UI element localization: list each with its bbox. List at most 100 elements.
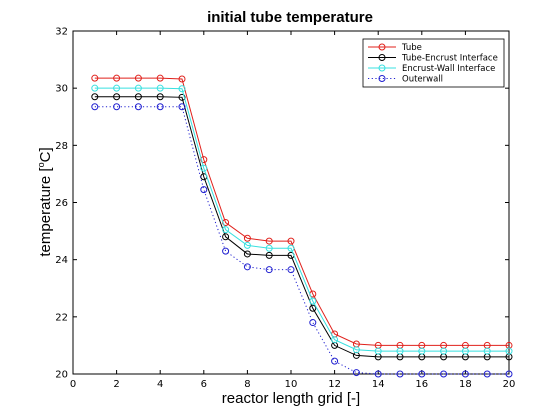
data-point [265,244,273,252]
data-point [309,297,317,305]
data-point [483,347,491,355]
data-point [91,74,99,82]
data-point [287,244,295,252]
data-point [178,103,186,111]
x-tick-label: 14 [372,379,385,390]
series-line [94,96,509,358]
series-layer [91,74,513,378]
data-point [113,103,121,111]
data-point [374,370,382,378]
data-point [440,370,448,378]
y-tick-label: 26 [55,198,68,209]
x-axis: 0 2 4 6 8 10 12 14 16 18 20 [70,31,516,390]
y-tick-label: 22 [55,312,68,323]
data-point [222,233,230,241]
data-point [331,336,339,344]
data-point [178,75,186,83]
y-axis-label: temperature [oC] [36,147,54,256]
data-point [418,370,426,378]
data-point [374,347,382,355]
data-point [200,156,208,164]
data-point [483,370,491,378]
data-point [352,369,360,377]
legend-marker [378,75,386,82]
y-tick-label: 32 [55,27,68,38]
x-tick-label: 20 [503,379,516,390]
x-tick-label: 18 [459,379,472,390]
data-point [396,370,404,378]
data-point [287,266,295,274]
data-point [352,346,360,354]
y-axis-label-tail: C] [37,147,54,162]
data-point [178,93,186,101]
data-point [156,103,164,111]
data-point [134,103,142,111]
data-point [396,347,404,355]
x-tick-label: 8 [244,379,250,390]
data-point [200,164,208,172]
y-axis-label-main: temperature [ [37,167,54,257]
data-point [309,304,317,312]
data-point [134,84,142,92]
x-tick-label: 0 [70,379,76,390]
data-point [243,234,251,242]
data-point [91,84,99,92]
data-point [113,84,121,92]
series-encrust-wall-interface [91,84,513,355]
data-point [134,74,142,82]
data-point [461,370,469,378]
data-point [91,93,99,101]
y-tick-label: 24 [55,255,68,266]
data-point [222,226,230,234]
data-point [243,250,251,258]
data-point [134,93,142,101]
legend-label: Tube-Encrust Interface [401,54,498,64]
legend-marker [378,54,386,61]
data-point [222,247,230,255]
legend-label: Tube [401,43,422,53]
data-point [156,93,164,101]
data-point [287,237,295,245]
y-axis: 20 22 24 26 28 30 32 [55,27,509,381]
x-tick-label: 16 [415,379,428,390]
series-outerwall [91,103,513,378]
data-point [331,357,339,365]
data-point [265,251,273,259]
legend-marker [378,64,386,72]
data-point [156,74,164,82]
x-axis-label: reactor length grid [-] [222,390,360,407]
y-axis-label-superscript: o [36,162,46,167]
data-point [505,347,513,355]
data-point [113,93,121,101]
legend-marker [378,43,386,51]
x-tick-label: 2 [113,379,119,390]
legend-label: Outerwall [402,75,443,85]
y-tick-label: 30 [55,84,68,95]
series-line [94,87,509,352]
data-point [505,370,513,378]
data-point [418,347,426,355]
data-point [200,186,208,194]
x-tick-label: 6 [201,379,207,390]
y-tick-label: 20 [55,370,68,381]
data-point [113,74,121,82]
chart-title: initial tube temperature [207,9,373,26]
data-point [178,85,186,93]
data-point [461,347,469,355]
x-tick-label: 12 [328,379,341,390]
x-tick-label: 10 [285,379,298,390]
data-point [156,84,164,92]
data-point [309,319,317,327]
series-line [94,77,509,346]
data-point [243,241,251,249]
data-point [265,266,273,274]
x-tick-label: 4 [157,379,163,390]
data-point [440,347,448,355]
y-tick-label: 28 [55,141,68,152]
data-point [265,237,273,245]
data-point [243,263,251,271]
data-point [91,103,99,111]
legend-label: Encrust-Wall Interface [402,64,495,74]
